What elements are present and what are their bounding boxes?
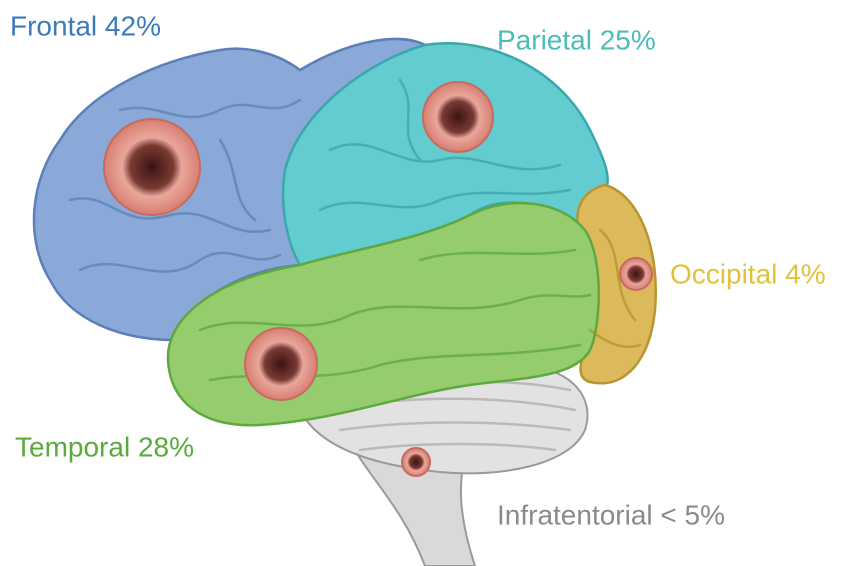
parietal-label: Parietal 25%: [497, 24, 656, 55]
temporal-label: Temporal 28%: [15, 431, 194, 462]
frontal-folds: [68, 98, 302, 273]
parietal-lobe: [281, 42, 609, 267]
occipital-label: Occipital 4%: [670, 258, 826, 289]
tumor: [422, 81, 494, 153]
tumor: [401, 447, 431, 477]
frontal-label: Frontal 42%: [10, 10, 161, 41]
tumor: [103, 118, 201, 216]
infratentorial-label: Infratentorial < 5%: [497, 499, 725, 530]
tumor: [244, 327, 318, 401]
tumors: [103, 81, 653, 477]
occipital-folds: [588, 228, 642, 349]
tumor: [619, 257, 653, 291]
parietal-folds: [318, 78, 572, 212]
